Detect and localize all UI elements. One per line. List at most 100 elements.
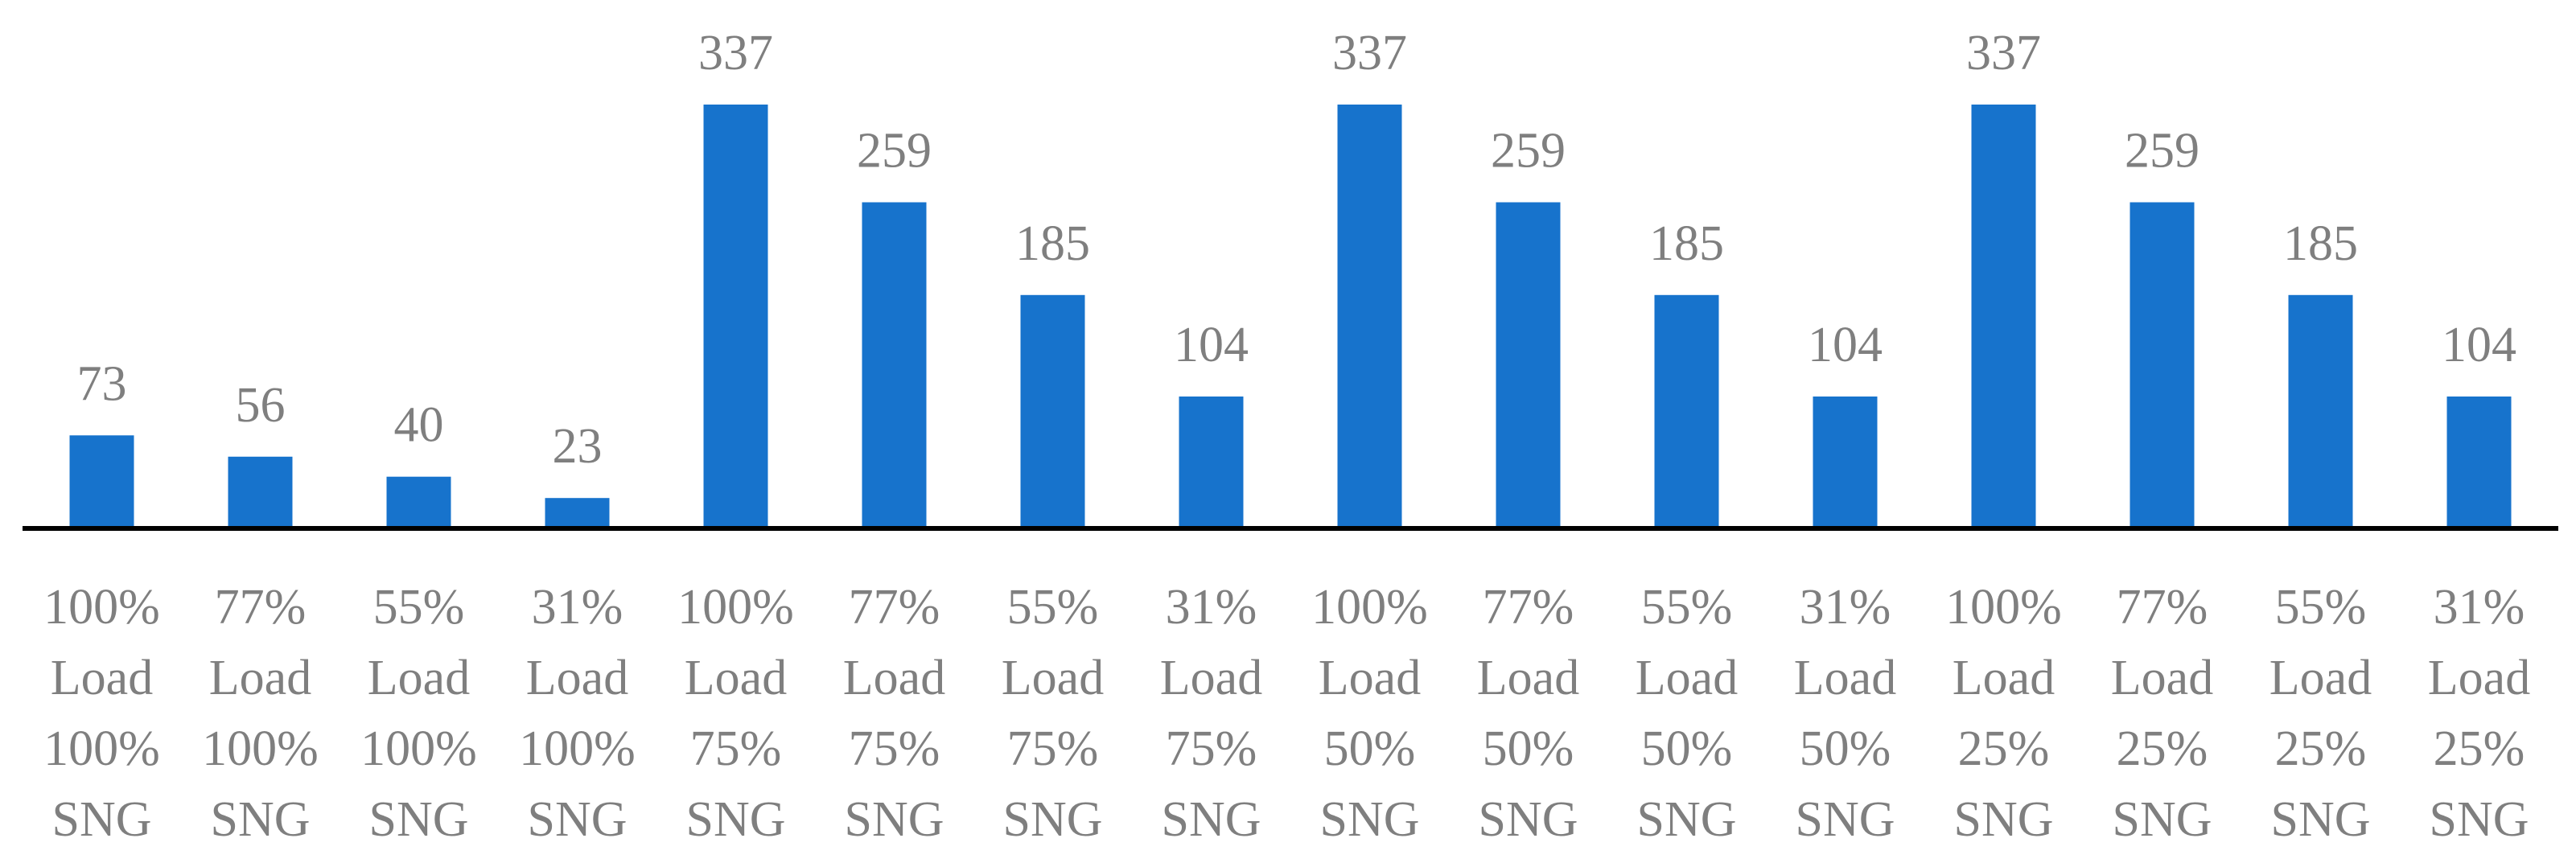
bar-6 — [862, 202, 927, 527]
x-tick-label-line: Load — [1953, 651, 2055, 705]
data-label-10: 259 — [1491, 124, 1566, 179]
bar-12 — [1813, 397, 1878, 527]
data-label-4: 23 — [553, 419, 603, 474]
x-tick-label-line: Load — [526, 651, 628, 705]
x-tick-label-3: 55% Load 100% SNG — [360, 580, 477, 847]
bar-7 — [1020, 294, 1085, 527]
x-tick-label-line: SNG — [1319, 792, 1419, 847]
x-tick-label-line: 77% — [2117, 580, 2208, 635]
x-tick-label-line: 100% — [202, 721, 319, 776]
bar-5 — [703, 105, 768, 527]
x-tick-label-line: Load — [843, 651, 945, 705]
x-tick-label-line: 75% — [849, 721, 940, 776]
x-tick-label-line: Load — [1160, 651, 1262, 705]
x-tick-label-line: Load — [1002, 651, 1104, 705]
x-tick-label-line: 100% — [43, 721, 160, 776]
x-tick-label-line: Load — [1319, 651, 1421, 705]
x-tick-label-1: 100% Load 100% SNG — [43, 580, 160, 847]
x-tick-label-16: 31% Load 25% SNG — [2428, 580, 2530, 847]
x-tick-label-12: 31% Load 50% SNG — [1794, 580, 1896, 847]
data-label-1: 73 — [77, 356, 127, 411]
x-tick-label-line: SNG — [1636, 792, 1736, 847]
x-tick-label-line: SNG — [368, 792, 468, 847]
x-tick-label-line: 55% — [373, 580, 465, 635]
x-tick-label-line: SNG — [2270, 792, 2370, 847]
data-label-11: 185 — [1649, 216, 1724, 271]
data-label-13: 337 — [1966, 26, 2041, 80]
x-tick-label-line: SNG — [527, 792, 627, 847]
bar-1 — [69, 435, 134, 527]
bar-4 — [545, 498, 610, 527]
x-tick-label-line: 100% — [360, 721, 477, 776]
bar-15 — [2288, 294, 2353, 527]
bar-10 — [1496, 202, 1561, 527]
x-tick-label-line: 31% — [2434, 580, 2525, 635]
x-tick-label-9: 100% Load 50% SNG — [1311, 580, 1428, 847]
x-tick-label-line: SNG — [51, 792, 151, 847]
x-tick-label-15: 55% Load 25% SNG — [2269, 580, 2372, 847]
bar-2 — [228, 456, 293, 527]
x-tick-label-line: SNG — [1002, 792, 1102, 847]
data-label-16: 104 — [2442, 318, 2516, 372]
data-label-15: 185 — [2283, 216, 2358, 271]
x-tick-label-4: 31% Load 100% SNG — [519, 580, 636, 847]
x-tick-label-6: 77% Load 75% SNG — [843, 580, 945, 847]
x-tick-label-line: SNG — [210, 792, 310, 847]
x-tick-label-line: 55% — [1641, 580, 1733, 635]
x-tick-label-line: Load — [51, 651, 153, 705]
x-tick-label-line: 31% — [1800, 580, 1891, 635]
x-tick-label-2: 77% Load 100% SNG — [202, 580, 319, 847]
bar-9 — [1337, 105, 1402, 527]
x-tick-label-line: 55% — [1007, 580, 1099, 635]
x-tick-label-line: 31% — [1166, 580, 1257, 635]
data-label-8: 104 — [1174, 318, 1249, 372]
x-tick-label-5: 100% Load 75% SNG — [677, 580, 794, 847]
data-label-5: 337 — [698, 26, 773, 80]
data-label-6: 259 — [857, 124, 932, 179]
x-tick-label-line: 75% — [1007, 721, 1099, 776]
bar-14 — [2130, 202, 2195, 527]
data-label-3: 40 — [394, 398, 444, 453]
x-tick-label-7: 55% Load 75% SNG — [1002, 580, 1104, 847]
x-tick-label-line: 100% — [1311, 580, 1428, 635]
bar-16 — [2446, 397, 2512, 527]
data-label-12: 104 — [1808, 318, 1883, 372]
x-tick-label-line: SNG — [2429, 792, 2529, 847]
bars-layer — [69, 105, 2512, 527]
data-label-2: 56 — [236, 378, 286, 433]
x-tick-label-line: SNG — [1161, 792, 1261, 847]
x-tick-label-line: SNG — [2112, 792, 2212, 847]
x-tick-label-line: 25% — [2275, 721, 2367, 776]
x-tick-label-line: 77% — [1483, 580, 1574, 635]
x-tick-label-line: 50% — [1641, 721, 1733, 776]
x-tick-label-line: SNG — [1795, 792, 1895, 847]
value-labels-layer: 73 56 40 23 337 259 185 104 337 259 185 104 337 259 18… — [77, 26, 2517, 474]
x-tick-label-line: Load — [2111, 651, 2213, 705]
x-tick-label-line: 77% — [215, 580, 307, 635]
x-tick-label-line: Load — [368, 651, 470, 705]
x-tick-label-11: 55% Load 50% SNG — [1636, 580, 1738, 847]
x-tick-label-line: Load — [2428, 651, 2530, 705]
x-tick-label-line: 25% — [2434, 721, 2525, 776]
bar-8 — [1179, 397, 1244, 527]
x-tick-label-line: 50% — [1324, 721, 1416, 776]
x-tick-label-line: Load — [685, 651, 787, 705]
x-tick-label-line: Load — [209, 651, 311, 705]
x-tick-label-10: 77% Load 50% SNG — [1477, 580, 1579, 847]
x-tick-label-line: 100% — [1945, 580, 2062, 635]
data-label-9: 337 — [1332, 26, 1407, 80]
x-tick-label-line: 100% — [519, 721, 636, 776]
x-tick-label-line: 75% — [1166, 721, 1257, 776]
x-tick-label-line: 50% — [1483, 721, 1574, 776]
x-tick-label-line: Load — [2269, 651, 2372, 705]
x-tick-label-line: 31% — [532, 580, 623, 635]
x-tick-label-line: 25% — [1958, 721, 2050, 776]
x-tick-label-line: SNG — [1953, 792, 2053, 847]
bar-13 — [1971, 105, 2036, 527]
x-tick-label-line: Load — [1794, 651, 1896, 705]
x-tick-label-line: 55% — [2275, 580, 2367, 635]
x-tick-label-line: SNG — [844, 792, 944, 847]
x-tick-label-line: 25% — [2117, 721, 2208, 776]
x-tick-label-8: 31% Load 75% SNG — [1160, 580, 1262, 847]
